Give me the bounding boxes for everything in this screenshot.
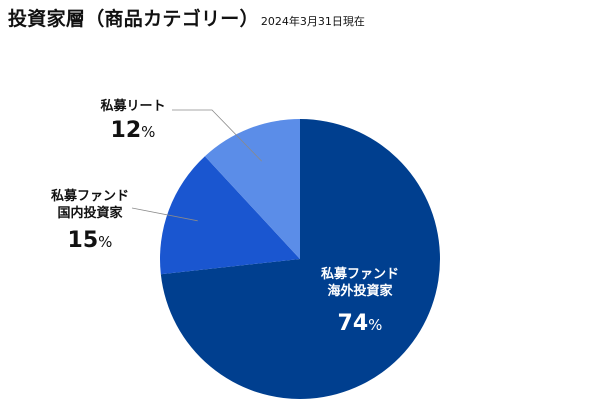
pie-slice-0 (160, 119, 441, 399)
chart-title: 投資家層（商品カテゴリー） (8, 8, 259, 30)
slice-name-0-line-1: 海外投資家 (327, 283, 393, 299)
slice-name-1-line-0: 私募ファンド (51, 188, 129, 204)
pie-slice-1 (160, 156, 300, 275)
title-row: 投資家層（商品カテゴリー） 2024年3月31日現在 (8, 4, 365, 31)
as-of-date: 2024年3月31日現在 (260, 15, 365, 28)
pie-slice-2 (204, 119, 300, 259)
slice-value-1: 15% (68, 228, 113, 253)
slice-name-2-line-0: 私募リート (100, 98, 165, 114)
slice-name-1-line-1: 国内投資家 (57, 205, 123, 221)
slice-name-0-line-0: 私募ファンド (321, 266, 399, 282)
leader-line-1 (131, 207, 198, 222)
slice-value-2: 12% (111, 118, 156, 143)
slice-value-0: 74% (338, 311, 383, 336)
leader-line-2 (172, 109, 262, 162)
slice-label-2: 私募リート 12% (100, 98, 262, 162)
